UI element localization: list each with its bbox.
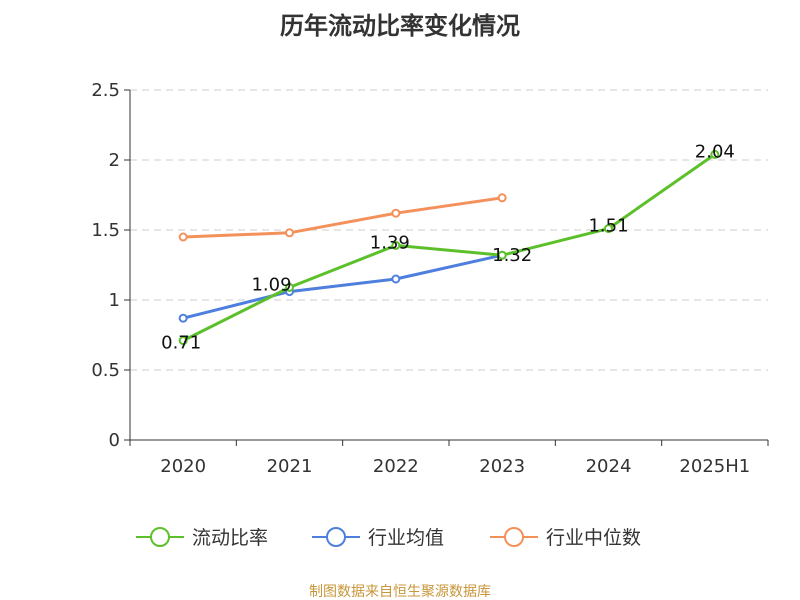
- legend-item-0[interactable]: 流动比率: [136, 527, 268, 549]
- y-tick-label: 0.5: [91, 360, 120, 381]
- x-tick-label: 2025H1: [679, 456, 750, 477]
- data-point[interactable]: [710, 149, 720, 159]
- data-label: 1.51: [588, 216, 628, 237]
- legend-marker: [504, 527, 524, 547]
- y-tick-label: 0: [109, 430, 120, 451]
- legend-marker: [150, 527, 170, 547]
- legend-label: 行业中位数: [546, 527, 641, 549]
- legend-item-2[interactable]: 行业中位数: [490, 527, 641, 549]
- data-label: 1.39: [370, 232, 410, 253]
- chart-title: 历年流动比率变化情况: [280, 12, 520, 40]
- series-line-2: [183, 196, 503, 239]
- x-tick-label: 2021: [267, 456, 313, 477]
- legend-marker: [326, 527, 346, 547]
- y-tick-label: 1.5: [91, 220, 120, 241]
- series-line-1: [182, 253, 503, 320]
- axes: 0 0.5 1 1.5 2 2.5 2020 2021 2022 2023 2024 2025H1: [91, 80, 769, 477]
- data-point[interactable]: [178, 232, 188, 242]
- data-point[interactable]: [391, 240, 401, 250]
- data-point[interactable]: [497, 250, 507, 260]
- source-note: 制图数据来自恒生聚源数据库: [309, 584, 491, 600]
- data-labels: 0.71 1.09 1.39 1.32 1.51 2.04: [161, 141, 735, 353]
- data-point[interactable]: [178, 313, 188, 323]
- y-tick-label: 2: [109, 150, 120, 171]
- data-point[interactable]: [604, 224, 613, 234]
- grid-lines: [130, 89, 768, 371]
- data-label: 2.04: [695, 141, 735, 162]
- data-label: 1.32: [492, 245, 532, 266]
- data-label: 1.09: [251, 274, 291, 295]
- y-tick-label: 2.5: [91, 80, 120, 101]
- data-point[interactable]: [178, 336, 188, 346]
- data-point[interactable]: [285, 228, 294, 238]
- legend-item-1[interactable]: 行业均值: [312, 527, 444, 549]
- y-tick-label: 1: [109, 290, 120, 311]
- legend[interactable]: 流动比率 行业均值 行业中位数: [136, 527, 641, 549]
- series-group: [178, 149, 720, 346]
- legend-label: 流动比率: [192, 527, 268, 549]
- x-tick-label: 2022: [373, 456, 419, 477]
- data-point[interactable]: [285, 282, 294, 292]
- data-point[interactable]: [391, 208, 401, 218]
- x-tick-label: 2020: [160, 456, 206, 477]
- x-tick-label: 2024: [586, 456, 632, 477]
- series-line-0: [182, 153, 716, 342]
- data-point[interactable]: [497, 193, 507, 203]
- legend-label: 行业均值: [368, 527, 444, 549]
- x-tick-label: 2023: [479, 456, 525, 477]
- data-label: 0.71: [161, 333, 201, 354]
- data-point[interactable]: [391, 274, 401, 284]
